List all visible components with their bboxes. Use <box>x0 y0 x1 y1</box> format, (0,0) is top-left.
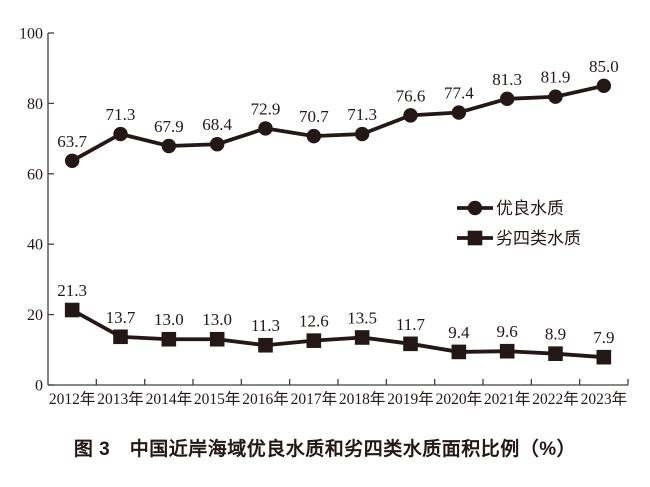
legend-circle-marker-icon <box>467 200 483 216</box>
data-label: 21.3 <box>57 281 87 300</box>
data-point-circle <box>499 91 515 107</box>
x-tick-label: 2023年 <box>581 390 628 408</box>
data-label: 13.0 <box>154 310 184 329</box>
data-label: 9.6 <box>497 322 518 341</box>
data-label: 81.3 <box>492 70 522 89</box>
data-point-circle <box>354 126 370 142</box>
legend-item: 优良水质 <box>457 199 564 218</box>
data-point-circle <box>596 78 612 94</box>
y-tick-label: 0 <box>35 378 43 395</box>
x-tick-label: 2020年 <box>436 390 483 408</box>
data-point-square <box>113 329 128 345</box>
data-point-square <box>596 349 612 365</box>
data-point-square <box>499 343 515 359</box>
data-point-square <box>403 336 418 352</box>
data-label: 9.4 <box>448 323 470 342</box>
legend-label: 优良水质 <box>496 199 564 218</box>
data-label: 8.9 <box>545 325 566 344</box>
data-point-circle <box>209 137 225 152</box>
x-tick-label: 2021年 <box>484 390 531 408</box>
data-label: 12.6 <box>299 312 329 331</box>
data-point-square <box>209 331 225 347</box>
data-label: 77.4 <box>444 84 474 103</box>
figure-caption: 图 3 中国近岸海域优良水质和劣四类水质面积比例（%） <box>73 439 577 460</box>
data-point-square <box>354 330 370 345</box>
series-line-excellent <box>71 83 605 163</box>
data-label: 7.9 <box>593 328 614 347</box>
data-point-square <box>161 331 177 347</box>
data-label: 81.9 <box>541 68 571 87</box>
data-label: 13.5 <box>347 308 377 327</box>
data-label: 76.6 <box>396 86 426 105</box>
x-tick-label: 2014年 <box>146 390 193 408</box>
data-point-circle <box>258 121 273 136</box>
data-label: 11.3 <box>251 316 280 335</box>
x-tick-label: 2017年 <box>291 390 338 408</box>
x-tick-label: 2015年 <box>194 390 241 408</box>
series-line-inferior <box>71 308 604 360</box>
data-label: 71.3 <box>347 105 377 124</box>
x-tick-label: 2013年 <box>97 390 144 408</box>
data-point-square <box>306 333 322 348</box>
data-point-square <box>258 337 273 353</box>
y-tick-label: 60 <box>27 166 43 183</box>
y-tick-label: 80 <box>27 96 43 113</box>
data-point-square <box>548 346 563 361</box>
data-label: 13.7 <box>106 308 136 327</box>
y-tick-label: 20 <box>27 307 43 324</box>
data-label: 85.0 <box>589 57 619 76</box>
legend-item: 劣四类水质 <box>457 229 581 248</box>
data-label: 72.9 <box>251 99 281 118</box>
data-label: 68.4 <box>202 115 232 134</box>
data-label: 63.7 <box>57 132 87 151</box>
data-point-circle <box>548 89 563 104</box>
data-point-circle <box>64 153 80 168</box>
data-label: 70.7 <box>299 107 329 126</box>
data-label: 67.9 <box>154 117 184 136</box>
data-label: 13.0 <box>202 310 232 329</box>
legend-label: 劣四类水质 <box>496 229 581 248</box>
x-tick-label: 2016年 <box>242 390 289 408</box>
x-tick-label: 2018年 <box>339 390 386 408</box>
data-point-circle <box>113 126 128 142</box>
y-tick-label: 100 <box>19 26 43 43</box>
y-tick-label: 40 <box>27 237 43 254</box>
x-tick-label: 2019年 <box>387 390 434 408</box>
legend-square-marker-icon <box>467 230 483 246</box>
x-tick-label: 2012年 <box>49 390 96 408</box>
data-point-circle <box>306 128 322 144</box>
data-point-circle <box>403 108 418 123</box>
data-point-circle <box>451 105 467 120</box>
data-label: 11.7 <box>396 315 426 334</box>
data-point-square <box>451 344 467 360</box>
x-tick-label: 2022年 <box>532 390 579 408</box>
data-label: 71.3 <box>106 105 136 124</box>
data-point-circle <box>161 138 177 154</box>
data-point-square <box>64 302 80 318</box>
